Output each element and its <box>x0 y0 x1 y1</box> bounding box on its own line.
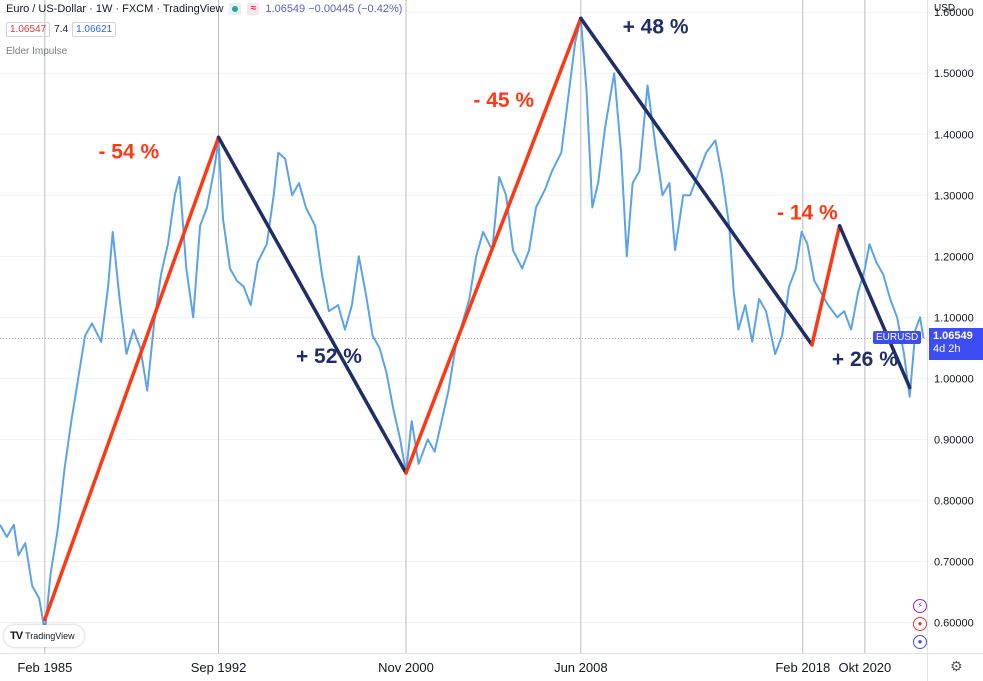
x-tick-label[interactable]: Feb 2018 <box>775 660 830 675</box>
y-tick-label[interactable]: 1.50000 <box>934 68 974 80</box>
y-tick-label[interactable]: 0.70000 <box>934 556 974 568</box>
y-tick-label[interactable]: 1.10000 <box>934 312 974 324</box>
trend-line[interactable] <box>810 224 842 347</box>
x-tick-label[interactable]: Sep 1992 <box>191 660 247 675</box>
y-tick-label[interactable]: 1.00000 <box>934 373 974 385</box>
bid-ask-row: 1.06547 7.4 1.06621 <box>6 22 117 37</box>
y-tick-label[interactable]: 1.60000 <box>934 7 974 19</box>
earnings-icon[interactable]: ● <box>913 617 927 631</box>
y-tick-label[interactable]: 0.80000 <box>934 495 974 507</box>
percent-annotation: - 54 % <box>98 141 159 164</box>
x-tick-label[interactable]: Jun 2008 <box>554 660 608 675</box>
percent-annotation: - 14 % <box>777 202 838 225</box>
x-tick-label[interactable]: Feb 1985 <box>17 660 72 675</box>
trend-line[interactable] <box>579 16 814 347</box>
sell-price[interactable]: 1.06547 <box>6 22 51 37</box>
y-tick-label[interactable]: 0.60000 <box>934 617 974 629</box>
settings-gear-icon[interactable]: ⚙ <box>950 658 963 674</box>
trend-line[interactable] <box>404 16 583 475</box>
equals-icon[interactable]: ≈ <box>247 3 260 15</box>
logo-text: TradingView <box>25 631 75 641</box>
y-tick-label[interactable]: 1.40000 <box>934 129 974 141</box>
buy-price[interactable]: 1.06621 <box>72 22 117 37</box>
spread-value: 7.4 <box>54 24 69 35</box>
percent-annotation: + 48 % <box>623 16 689 39</box>
tv-logo-icon: TV <box>10 630 23 642</box>
tradingview-logo[interactable]: TV TradingView <box>4 625 84 647</box>
bar-countdown: 4d 2h <box>933 343 961 355</box>
y-tick-label[interactable]: 1.20000 <box>934 251 974 263</box>
flag-icon[interactable]: ● <box>913 635 927 649</box>
trend-line[interactable] <box>837 224 912 390</box>
chart-header: Euro / US-Dollar · 1W · FXCM · TradingVi… <box>6 3 402 15</box>
lightning-icon[interactable]: ⚡ <box>913 599 927 613</box>
percent-annotation: + 52 % <box>296 345 362 368</box>
percent-annotation: - 45 % <box>473 89 534 112</box>
y-tick-label[interactable]: 1.30000 <box>934 190 974 202</box>
last-price: 1.06549 <box>933 330 973 342</box>
x-tick-label[interactable]: Nov 2000 <box>378 660 434 675</box>
symbol-title[interactable]: Euro / US-Dollar · 1W · FXCM · TradingVi… <box>6 3 224 15</box>
trend-line[interactable] <box>43 135 221 622</box>
percent-annotation: + 26 % <box>832 348 898 371</box>
symbol-tag: EURUSD <box>873 331 922 344</box>
indicator-label[interactable]: Elder Impulse <box>6 46 68 57</box>
axis-unit[interactable]: USD <box>934 3 956 14</box>
market-open-icon <box>229 3 242 15</box>
x-tick-label[interactable]: Okt 2020 <box>839 660 892 675</box>
last-price-tag: 1.06549 4d 2h <box>929 328 983 360</box>
quote-text: 1.06549 −0.00445 (−0.42%) <box>265 3 403 15</box>
trend-line[interactable] <box>216 135 408 475</box>
y-tick-label[interactable]: 0.90000 <box>934 434 974 446</box>
